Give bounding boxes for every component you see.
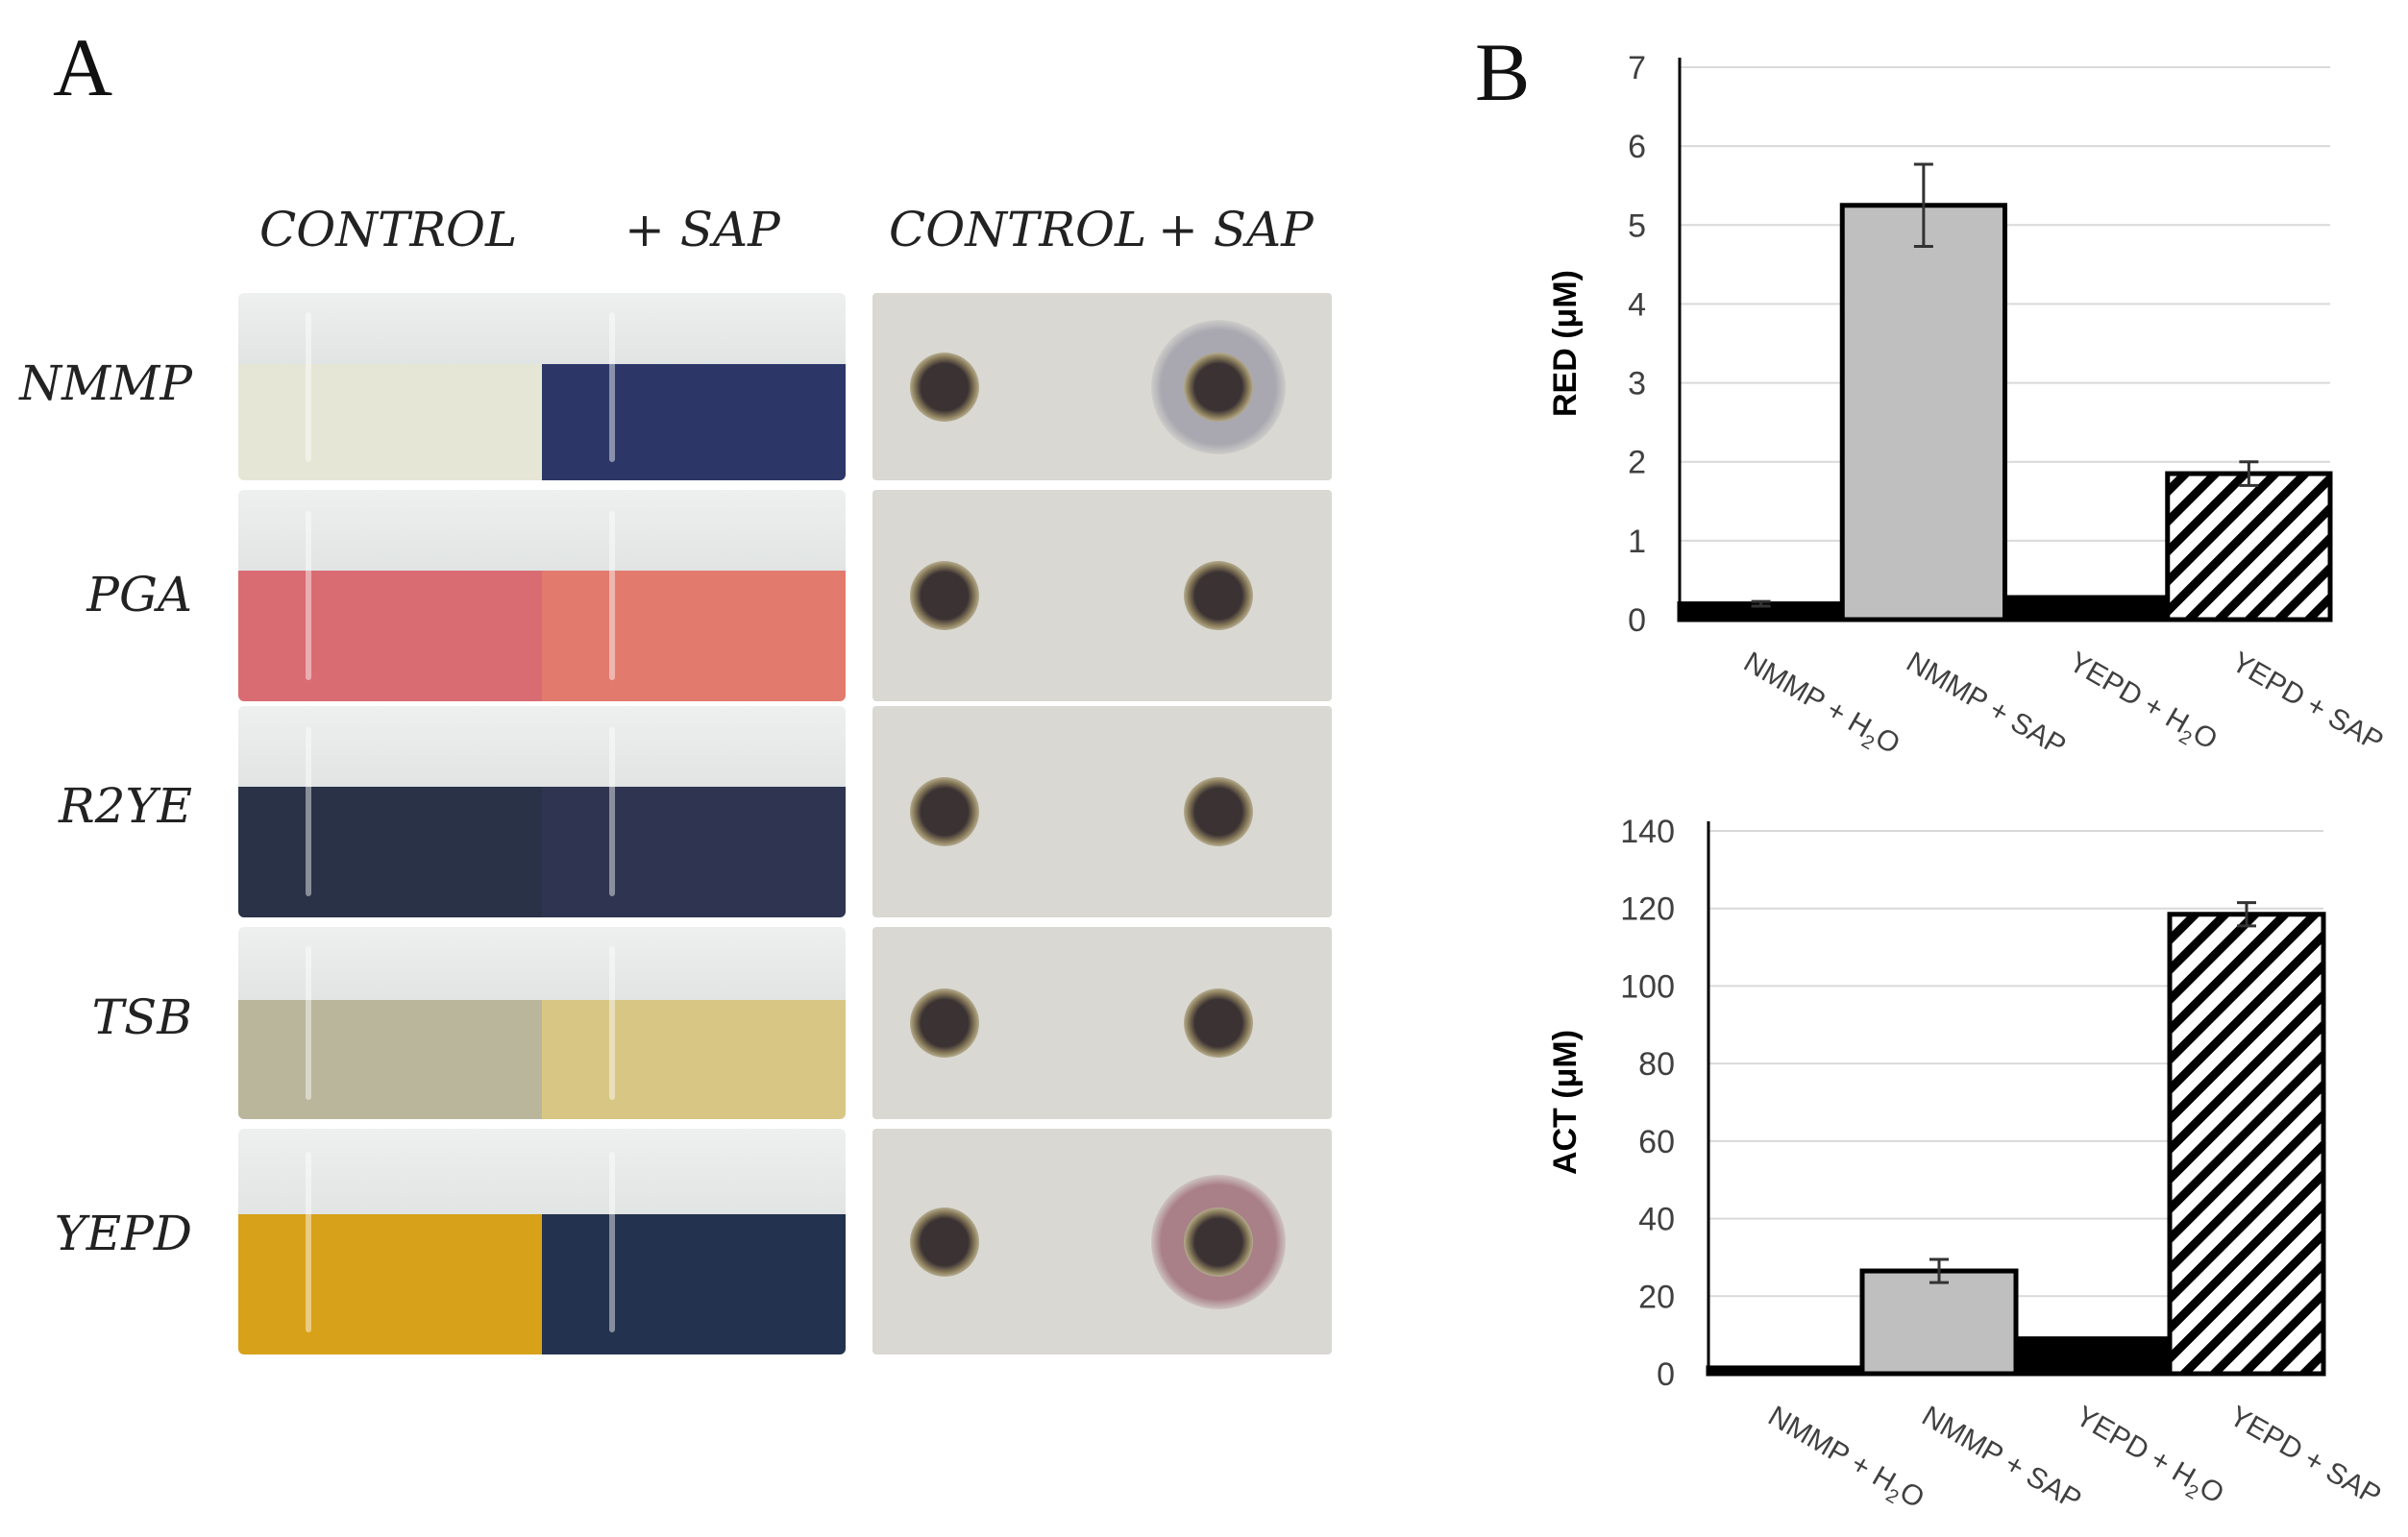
y-tick-label: 6 [1628,129,1646,165]
x-tick-label: NMMP + H2O [1735,646,1905,765]
y-tick-label: 0 [1657,1356,1675,1393]
x-tick-label: NMMP + SAP [1901,646,2071,762]
row-label-tsb: TSB [91,989,192,1045]
x-tick-label: YEPD + H2O [2061,646,2223,761]
y-tick-label: 120 [1620,891,1675,928]
x-tick-label: YEPD + SAP [2226,646,2389,758]
y-tick-label: 0 [1628,602,1646,639]
y-tick-label: 80 [1638,1046,1675,1083]
flask-header-sap: + SAP [625,202,780,257]
well-sap [1184,777,1253,846]
flask-control [238,293,542,480]
bar-nmmp-sap [1859,1268,2019,1377]
row-label-yepd: YEPD [54,1206,192,1261]
panel-b-letter: B [1475,26,1531,118]
y-tick-label: 4 [1628,286,1646,323]
flask-photo-nmmp [238,293,846,480]
bar-yepd-sap [2165,471,2333,622]
panel-a-letter: A [53,21,113,113]
flask-control [238,490,542,701]
well-sap [1184,1207,1253,1277]
row-label-r2ye: R2YE [59,778,192,834]
y-tick-label: 1 [1628,524,1646,560]
x-tick-label: NMMP + SAP [1917,1400,2087,1516]
flask-sap [542,927,846,1119]
x-tick-label: YEPD + SAP [2224,1400,2387,1512]
bar-yepd-h2o [2013,1336,2173,1377]
flask-control [238,927,542,1119]
x-tick-label: YEPD + H2O [2068,1400,2229,1515]
plate-photo-r2ye [872,706,1332,917]
y-tick-label: 100 [1620,968,1675,1005]
x-tick-label: NMMP + H2O [1760,1400,1930,1519]
bar-nmmp-sap [1839,203,2007,622]
flask-sap [542,706,846,917]
flask-photo-r2ye [238,706,846,917]
well-control [910,988,979,1058]
flask-control [238,706,542,917]
plate-photo-nmmp [872,293,1332,480]
y-tick-label: 7 [1628,50,1646,86]
bar-yepd-sap [2167,912,2326,1377]
y-tick-label: 40 [1638,1202,1675,1238]
plate-photo-pga [872,490,1332,701]
y-tick-label: 3 [1628,366,1646,403]
well-control [910,777,979,846]
bar-yepd-h2o [2003,595,2171,622]
y-tick-label: 5 [1628,207,1646,244]
flask-photo-yepd [238,1129,846,1354]
y-tick-label: 60 [1638,1124,1675,1160]
flask-sap [542,1129,846,1354]
plate-photo-tsb [872,927,1332,1119]
flask-control [238,1129,542,1354]
well-control [910,352,979,422]
y-tick-label: 2 [1628,445,1646,481]
y-axis-label: ACT (μM) [1547,1030,1584,1175]
y-tick-label: 20 [1638,1279,1675,1315]
well-sap [1184,352,1253,422]
well-control [910,561,979,630]
well-control [910,1207,979,1277]
plate-header-control: CONTROL [889,202,1147,257]
flask-sap [542,293,846,480]
well-sap [1184,988,1253,1058]
well-sap [1184,561,1253,630]
row-label-pga: PGA [86,567,192,622]
flask-header-control: CONTROL [259,202,518,257]
y-axis-label: RED (μM) [1547,270,1584,417]
plate-photo-yepd [872,1129,1332,1354]
flask-sap [542,490,846,701]
flask-photo-pga [238,490,846,701]
plate-header-sap: + SAP [1158,202,1314,257]
flask-photo-tsb [238,927,846,1119]
row-label-nmmp: NMMP [19,355,192,411]
y-tick-label: 140 [1620,814,1675,850]
